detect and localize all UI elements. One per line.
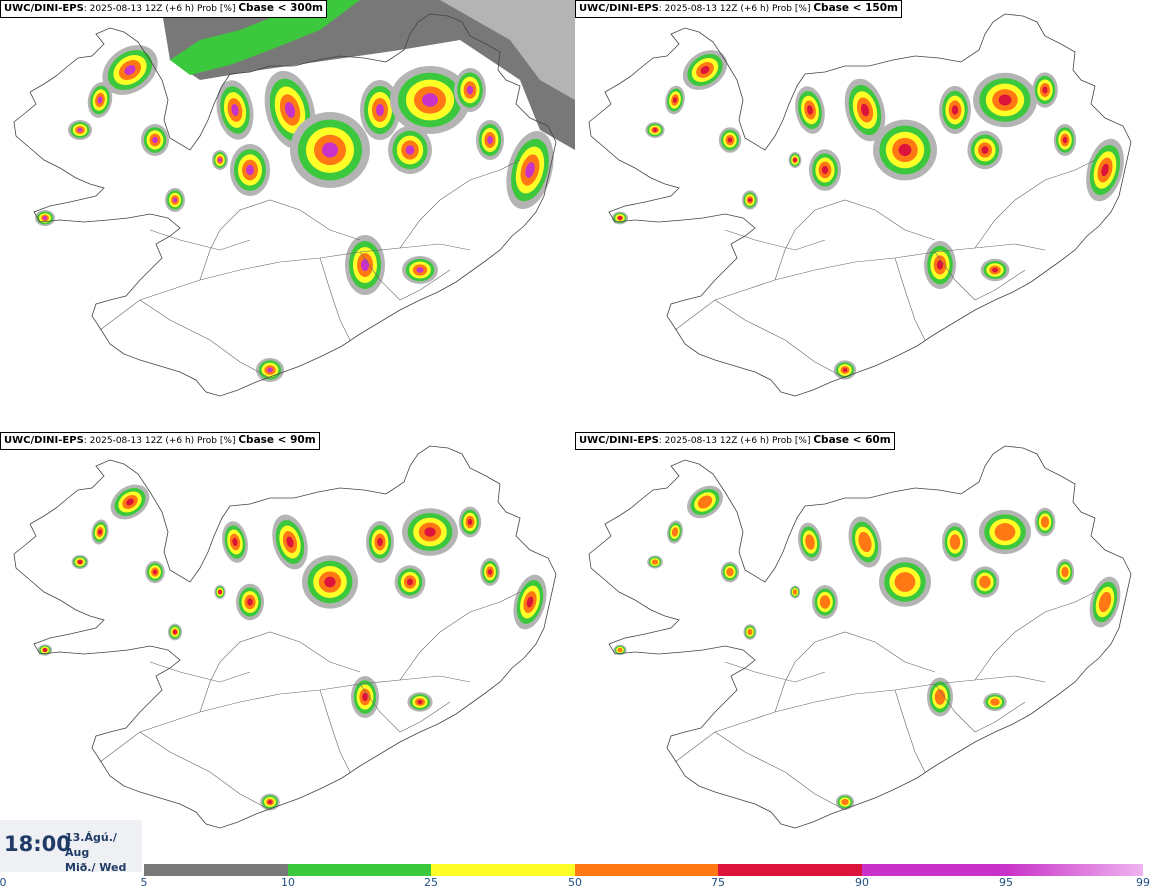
road-line [894, 689, 926, 773]
iceland-prob-map [0, 0, 575, 432]
panel-title: UWC/DINI-EPS: 2025-08-13 12Z (+6 h) Prob… [575, 0, 902, 18]
map-panel-300m: UWC/DINI-EPS: 2025-08-13 12Z (+6 h) Prob… [0, 0, 575, 432]
colorbar-segment [144, 864, 288, 876]
road-line [399, 159, 521, 249]
valid-date-line1: 13.Ágú./ Aug [65, 831, 117, 859]
colorbar-tick-label: 50 [568, 876, 582, 889]
road-line [714, 731, 846, 811]
road-line [934, 683, 1026, 733]
road-line [139, 731, 271, 811]
colorbar-segment [862, 864, 1006, 876]
road-line [714, 299, 846, 379]
valid-date: 13.Ágú./ Aug Mið./ Wed [65, 830, 142, 875]
colorbar-segment [431, 864, 575, 876]
panel-title: UWC/DINI-EPS: 2025-08-13 12Z (+6 h) Prob… [575, 432, 895, 450]
map-panel-60m: UWC/DINI-EPS: 2025-08-13 12Z (+6 h) Prob… [575, 432, 1150, 864]
road-line [894, 257, 926, 341]
road-line [774, 199, 936, 281]
road-line [774, 631, 936, 713]
model-name: UWC/DINI-EPS [579, 435, 659, 446]
map-panel-90m: UWC/DINI-EPS: 2025-08-13 12Z (+6 h) Prob… [0, 432, 575, 864]
road-line [934, 251, 1026, 301]
iceland-prob-map [575, 0, 1150, 432]
model-name: UWC/DINI-EPS [579, 3, 659, 14]
colorbar-tick-label: 95 [999, 876, 1013, 889]
colorbar-segment [1006, 864, 1143, 876]
variable-label: Cbase < 150m [813, 2, 898, 14]
coastline [588, 13, 1132, 397]
colorbar-segment [575, 864, 718, 876]
run-info: 2025-08-13 12Z (+6 h) Prob [%] [89, 436, 236, 446]
road-line [674, 243, 1046, 331]
panel-title: UWC/DINI-EPS: 2025-08-13 12Z (+6 h) Prob… [0, 432, 320, 450]
road-line [359, 251, 451, 301]
road-line [724, 229, 826, 251]
run-info: 2025-08-13 12Z (+6 h) Prob [%] [89, 4, 236, 14]
variable-label: Cbase < 300m [238, 2, 323, 14]
road-line [674, 675, 1046, 763]
road-line [199, 199, 361, 281]
coastline [13, 445, 557, 829]
colorbar-tick-label: 25 [424, 876, 438, 889]
road-line [974, 159, 1096, 249]
road-line [319, 257, 351, 341]
variable-label: Cbase < 60m [813, 434, 891, 446]
run-info: 2025-08-13 12Z (+6 h) Prob [%] [664, 4, 811, 14]
road-line [99, 675, 471, 763]
model-name: UWC/DINI-EPS [4, 435, 84, 446]
map-panel-150m: UWC/DINI-EPS: 2025-08-13 12Z (+6 h) Prob… [575, 0, 1150, 432]
iceland-prob-map [575, 432, 1150, 864]
panel-title: UWC/DINI-EPS: 2025-08-13 12Z (+6 h) Prob… [0, 0, 327, 18]
colorbar-segment [288, 864, 431, 876]
run-info: 2025-08-13 12Z (+6 h) Prob [%] [664, 436, 811, 446]
colorbar-tick-label: 90 [855, 876, 869, 889]
valid-time: 18:00 [4, 832, 71, 856]
road-line [99, 243, 471, 331]
coastline [13, 13, 557, 397]
colorbar-tick-label: 75 [711, 876, 725, 889]
model-name: UWC/DINI-EPS [4, 3, 84, 14]
iceland-prob-map [0, 432, 575, 864]
colorbar-tick-label: 0 [0, 876, 7, 889]
road-line [399, 591, 521, 681]
probability-field [38, 484, 547, 811]
colorbar-segment [718, 864, 862, 876]
probability-field [613, 485, 1121, 810]
road-line [149, 661, 251, 683]
road-line [724, 661, 826, 683]
road-line [359, 683, 451, 733]
colorbar-tick-label: 5 [140, 876, 148, 889]
valid-time-box: 18:00 13.Ágú./ Aug Mið./ Wed [0, 820, 142, 875]
colorbar-tick-label: 99 [1136, 876, 1150, 889]
offshore-cloud-band [160, 0, 575, 150]
valid-date-line2: Mið./ Wed [65, 861, 127, 874]
coastline [588, 445, 1132, 829]
probability-field [612, 50, 1124, 380]
road-line [974, 591, 1096, 681]
road-line [199, 631, 361, 713]
road-line [139, 299, 271, 379]
colorbar-tick-label: 10 [281, 876, 295, 889]
road-line [149, 229, 251, 251]
road-line [319, 689, 351, 773]
variable-label: Cbase < 90m [238, 434, 316, 446]
